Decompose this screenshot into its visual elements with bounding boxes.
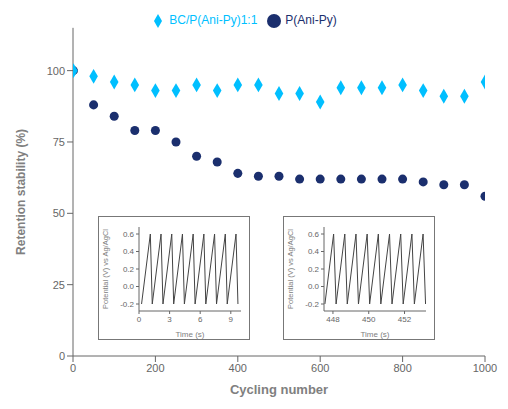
svg-text:600: 600 <box>311 362 329 374</box>
svg-text:1000: 1000 <box>473 362 497 374</box>
svg-text:448: 448 <box>326 315 340 324</box>
svg-text:Retention stability (%): Retention stability (%) <box>14 129 28 255</box>
svg-text:75: 75 <box>53 136 65 148</box>
svg-text:0.2: 0.2 <box>308 265 320 274</box>
svg-text:0: 0 <box>70 362 76 374</box>
svg-text:Time (s): Time (s) <box>360 330 389 339</box>
svg-text:-0.2: -0.2 <box>120 300 134 309</box>
svg-text:200: 200 <box>146 362 164 374</box>
svg-text:Cycling number: Cycling number <box>230 382 328 397</box>
svg-text:0.0: 0.0 <box>123 282 135 291</box>
svg-text:9: 9 <box>229 315 234 324</box>
svg-text:452: 452 <box>398 315 412 324</box>
svg-text:0: 0 <box>59 350 65 362</box>
svg-text:400: 400 <box>229 362 247 374</box>
svg-text:3: 3 <box>167 315 172 324</box>
svg-text:100: 100 <box>47 65 65 77</box>
svg-text:6: 6 <box>198 315 203 324</box>
svg-text:Potential (V) vs Ag/AgCl: Potential (V) vs Ag/AgCl <box>101 229 110 309</box>
svg-text:0: 0 <box>137 315 142 324</box>
svg-text:-0.2: -0.2 <box>305 300 319 309</box>
svg-text:25: 25 <box>53 279 65 291</box>
svg-text:800: 800 <box>393 362 411 374</box>
html-text:BC/P(Ani-Py)1:1: BC/P(Ani-Py)1:1 <box>169 13 258 27</box>
html-text:P(Ani-Py): P(Ani-Py) <box>285 13 337 27</box>
svg-text:0.6: 0.6 <box>123 230 135 239</box>
svg-text:0.2: 0.2 <box>123 265 135 274</box>
svg-text:Time (s): Time (s) <box>175 330 204 339</box>
svg-text:0.0: 0.0 <box>308 282 320 291</box>
svg-text:0.4: 0.4 <box>123 247 135 256</box>
svg-text:0.4: 0.4 <box>308 247 320 256</box>
svg-text:450: 450 <box>362 315 376 324</box>
svg-text:50: 50 <box>53 207 65 219</box>
svg-text:Potential (V) vs Ag/AgCl: Potential (V) vs Ag/AgCl <box>286 229 295 309</box>
svg-text:0.6: 0.6 <box>308 230 320 239</box>
